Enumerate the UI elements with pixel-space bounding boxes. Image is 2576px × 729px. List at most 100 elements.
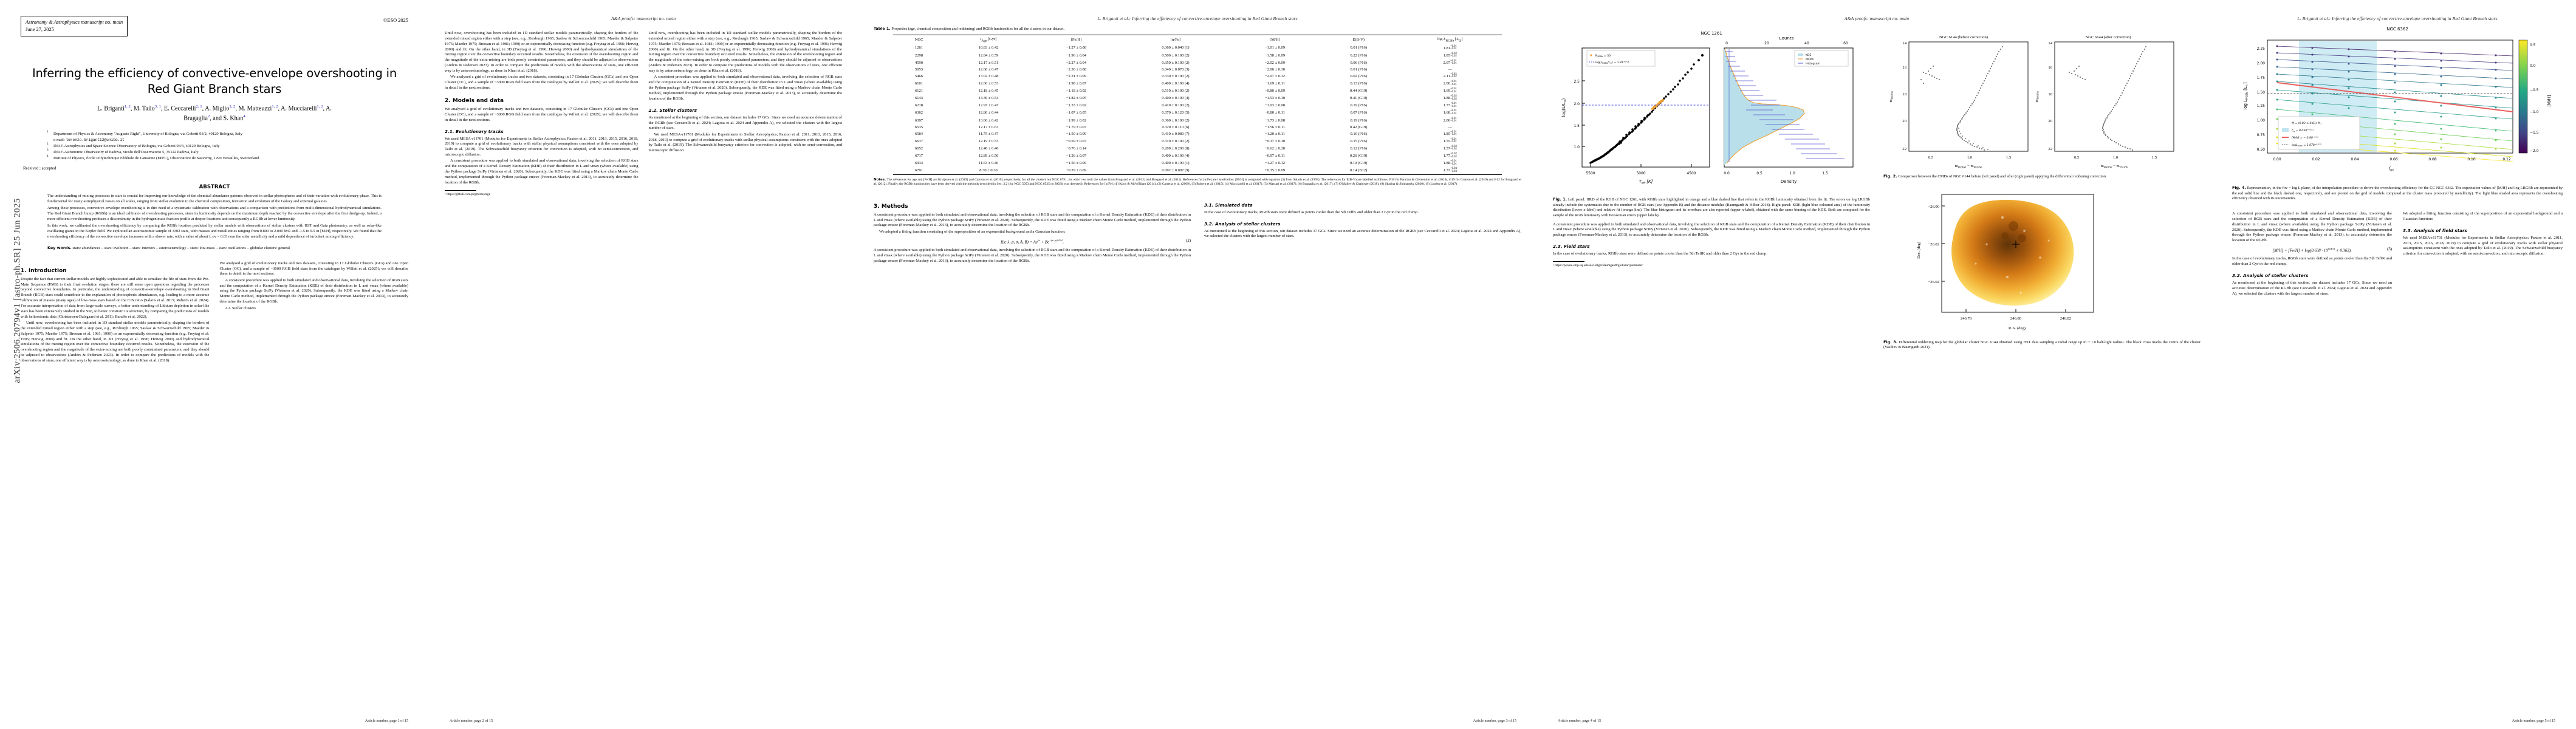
table-cell: −0.59 ± 0.07	[1066, 139, 1087, 143]
table-cell: −1.07 ± 0.05	[1066, 111, 1087, 115]
figure-1-label: Fig. 1.	[1553, 197, 1567, 202]
figure-4: NGC 6362	[2232, 27, 2563, 202]
table-row: 6934 11.63 ± 0.46 −1.56 ± 0.09 0.400 ± 0.10…	[893, 160, 1502, 167]
table-cell: 0.410 ± 0.080 (7)	[1162, 131, 1190, 136]
figure-3-xlabel: R.A. (deg)	[2009, 326, 2026, 330]
table-cell: 0.02 (P16)	[1350, 74, 1367, 78]
figure-1-caption: Fig. 1. Left panel: HRD of the RGB of NG…	[1553, 197, 1870, 219]
figure-2-caption-text: Comparison between the CMDs of NGC 6144 …	[1898, 174, 2107, 179]
col-age: tAge [Gyr]	[980, 36, 997, 43]
svg-text:0.06: 0.06	[2389, 157, 2398, 162]
table-cell: 2298	[915, 53, 923, 58]
table-row: 6637 12.19 ± 0.53 −0.59 ± 0.07 0.310 ± 0.10…	[893, 137, 1502, 145]
table-cell: −1.03 ± 0.08	[1264, 103, 1286, 108]
figure-4-plot: M = (0.83 ± 0.01) M☉ fov = 0.038+0.021 […	[2243, 39, 2552, 172]
svg-text:20: 20	[2048, 119, 2052, 123]
abstract-body: The understanding of mixing processes in…	[47, 194, 382, 240]
paragraph: We used MESA-r11701 (Modules for Experim…	[648, 132, 843, 153]
title-line-2: Red Giant Branch stars	[147, 81, 282, 96]
svg-text:2.0: 2.0	[1574, 102, 1580, 106]
table-cell: −2.06 ± 0.10	[1264, 67, 1286, 72]
page-header: Astronomy & Astrophysics manuscript no. …	[21, 16, 408, 39]
table-row: 4590 12.17 ± 0.51 −2.27 ± 0.04 0.350 ± 0.10…	[893, 59, 1502, 66]
cmd-right-xlabel: mF606W − mF814W	[2101, 164, 2129, 168]
table-cell: −2.27 ± 0.04	[1066, 60, 1087, 65]
table-cell: 0.19 (P16)	[1350, 118, 1367, 123]
hrd-x-ticks: 5500 5000 4500	[1586, 164, 1696, 176]
table-row: 6397 13.06 ± 0.42 −1.99 ± 0.02 0.360 ± 0.10…	[893, 117, 1502, 124]
table-cell-luminosity: —	[1448, 67, 1453, 72]
histogram-errorbars	[1725, 49, 1845, 162]
table-cell: 1261	[915, 46, 923, 50]
table-cell-luminosity: 1.68+0.01 −0.01	[1443, 109, 1457, 115]
table-cell: −1.01 ± 0.09	[1264, 46, 1286, 50]
hrd-y-ticks: 1.0 1.5 2.0 2.5	[1574, 80, 1585, 149]
col-loglrgbb: log LRGBb [L⊙]	[1437, 36, 1463, 43]
table-header-row: NGC tAge [Gyr] [Fe/H] [α/Fe] [M/H] E(B-V…	[892, 35, 1502, 44]
table-cell: −1.27 ± 0.12	[1264, 161, 1286, 166]
svg-text:18: 18	[1902, 92, 1906, 97]
table-cell: 0.06 (P16)	[1350, 60, 1367, 65]
colorbar-ticks: 0.5 0.0 −0.5 −1.0 −1.5 −2.0	[2530, 43, 2539, 153]
table-cell: 0.200 ± 0.200 (8)	[1162, 146, 1190, 151]
page4-columns: NGC 1261	[1553, 31, 2201, 354]
table-cell: 0.44 (G19)	[1349, 89, 1368, 94]
table-cell-luminosity: 1.57+0.02 −0.02	[1443, 145, 1457, 151]
table-cell: 6362	[915, 111, 923, 115]
cmd-left-points	[1920, 46, 2003, 151]
keywords-label: Key words.	[47, 245, 72, 250]
paragraph: We analysed a grid of evolutionary track…	[445, 75, 639, 91]
abstract-paragraph: In this work, we calibrated the overshoo…	[47, 223, 382, 239]
keywords-block: Key words. stars: abundances – stars: ev…	[47, 245, 382, 252]
paragraph: In the case of evolutionary tracks, RGBb…	[2232, 256, 2392, 267]
svg-text:1.75: 1.75	[2257, 76, 2266, 80]
svg-text:Teff [K]: Teff [K]	[1639, 179, 1653, 185]
cluster-centre-cross	[2012, 240, 2019, 248]
figure-4-label: Fig. 4.	[2232, 185, 2246, 190]
table-cell: 12.97 ± 0.47	[978, 103, 999, 108]
svg-text:20: 20	[1764, 41, 1769, 46]
table-cell: −2.31 ± 0.09	[1066, 74, 1087, 78]
cmd-right-ylabel: mF606W	[2035, 91, 2039, 103]
table-cell: 12.68 ± 0.47	[978, 67, 999, 72]
svg-text:0.0: 0.0	[1724, 171, 1730, 176]
table-cell: 0.14 (B12)	[1318, 166, 1399, 175]
page5-column-right: We adopted a fitting function consisting…	[2403, 211, 2563, 298]
table-cell: 0.360 ± 0.040 (1)	[1162, 46, 1190, 50]
figure-3-yticks: −26.00 −26.02 −26.04	[1928, 205, 1945, 284]
table-cell-luminosity: 1.85+0.01 −0.01	[1443, 130, 1457, 137]
svg-text:Counts: Counts	[1779, 37, 1794, 41]
svg-text:M = (0.83 ± 0.01) M☉: M = (0.83 ± 0.01) M☉	[2292, 122, 2322, 125]
subsection-heading-stellar-clusters: 2.2. Stellar clusters	[648, 107, 697, 113]
figure-2: NGC 6144 (before correction)	[1883, 31, 2201, 180]
table-cell: 6652	[915, 146, 923, 151]
table-caption: Table 1. Properties (age, chemical compo…	[874, 27, 1521, 32]
cmd-left-title: NGC 6144 (before correction)	[1939, 35, 1988, 39]
page-footer: Article number, page 4 of 15	[1558, 719, 1601, 723]
eso-copyright: ©ESO 2025	[383, 18, 408, 23]
subsection-heading-evolutionary-tracks: 2.1. Evolutionary tracks	[445, 128, 504, 134]
figure-3: −26.00 −26.02 −26.04 246.78 246.80 246.8…	[1883, 186, 2201, 351]
table-cell: 0.10 (G19)	[1349, 161, 1368, 166]
author-list: L. Briganti1, 2, M. Tailo3, 1, E. Ceccar…	[97, 104, 332, 122]
table-cell: 11.63 ± 0.46	[978, 161, 999, 166]
cmd-before-correction: NGC 6144 (before correction)	[1889, 35, 2029, 168]
table-row: 6584 11.75 ± 0.47 −1.50 ± 0.09 0.410 ± 0.08…	[893, 130, 1502, 137]
page-3: L. Briganti et al.: Inferring the effici…	[858, 0, 1537, 729]
section-heading-introduction: 1. Introduction	[21, 267, 67, 274]
table-cell: 12.60 ± 0.53	[978, 81, 999, 86]
table-cell: 12.86 ± 0.44	[978, 111, 999, 115]
table-row: 5466 13.02 ± 0.48 −2.31 ± 0.09 0.330 ± 0.10…	[893, 72, 1502, 80]
table-cell: 0.01 (P16)	[1350, 67, 1367, 72]
table-cell: −0.76 ± 0.14	[1066, 146, 1087, 151]
table-cell: 0.330 ± 0.100 (2)	[1162, 74, 1190, 78]
table-cell: 0.01 (P16)	[1350, 46, 1367, 50]
table-cell: 0.510 ± 0.100 (2)	[1162, 89, 1190, 94]
svg-text:1.0: 1.0	[1967, 156, 1973, 160]
page3-column-left: 3. Methods A consistent procedure was ap…	[874, 197, 1191, 265]
table-cell: 4590	[915, 60, 923, 65]
paragraph: As mentioned at the beginning of this se…	[1204, 228, 1521, 239]
svg-text:2.00: 2.00	[2257, 61, 2266, 66]
figure-3-plot: −26.00 −26.02 −26.04 246.78 246.80 246.8…	[1917, 194, 2094, 330]
